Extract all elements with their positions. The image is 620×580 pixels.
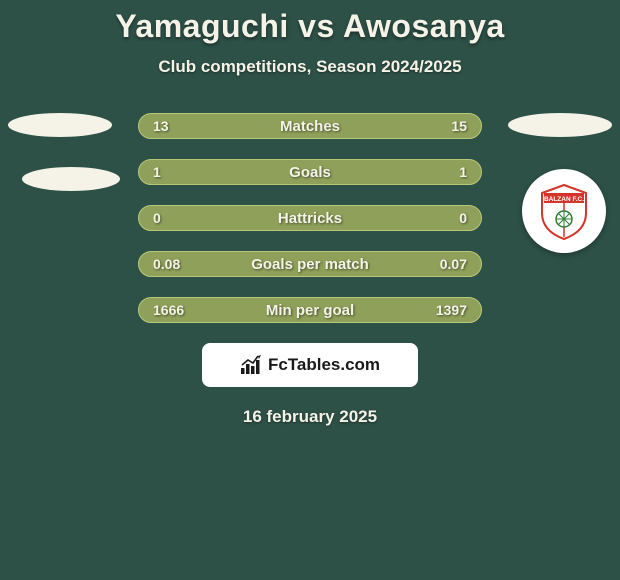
page-title: Yamaguchi vs Awosanya [0,8,620,45]
stat-row: 0 Hattricks 0 [138,205,482,231]
player-right-avatar-placeholder [508,113,612,137]
stat-left-value: 0 [153,210,193,226]
stat-left-value: 1666 [153,302,193,318]
stat-left-value: 0.08 [153,256,193,272]
stat-row: 0.08 Goals per match 0.07 [138,251,482,277]
balzan-fc-shield-icon: BALZAN F.C. [534,181,594,241]
stat-label: Hattricks [278,210,342,227]
stats-area: BALZAN F.C. 13 Matches 15 1 Goals 1 0 Ha… [0,113,620,323]
player-left-avatar-placeholder [8,113,112,137]
stat-right-value: 0.07 [427,256,467,272]
bar-chart-icon [240,355,264,375]
watermark-text: FcTables.com [268,355,380,375]
stat-label: Goals per match [251,256,369,273]
stat-label: Goals [289,164,331,181]
watermark-box: FcTables.com [202,343,418,387]
snapshot-date: 16 february 2025 [0,407,620,427]
comparison-infographic: Yamaguchi vs Awosanya Club competitions,… [0,0,620,427]
watermark: FcTables.com [240,355,380,375]
svg-text:BALZAN F.C.: BALZAN F.C. [544,196,584,203]
stat-right-value: 15 [427,118,467,134]
season-subtitle: Club competitions, Season 2024/2025 [0,57,620,77]
stat-row: 1666 Min per goal 1397 [138,297,482,323]
club-left-logo-placeholder [22,167,120,191]
stat-right-value: 0 [427,210,467,226]
stat-label: Matches [280,118,340,135]
stat-left-value: 1 [153,164,193,180]
club-right-badge: BALZAN F.C. [522,169,606,253]
stat-right-value: 1397 [427,302,467,318]
stat-label: Min per goal [266,302,354,319]
stat-right-value: 1 [427,164,467,180]
stat-row: 1 Goals 1 [138,159,482,185]
stat-left-value: 13 [153,118,193,134]
stat-row: 13 Matches 15 [138,113,482,139]
